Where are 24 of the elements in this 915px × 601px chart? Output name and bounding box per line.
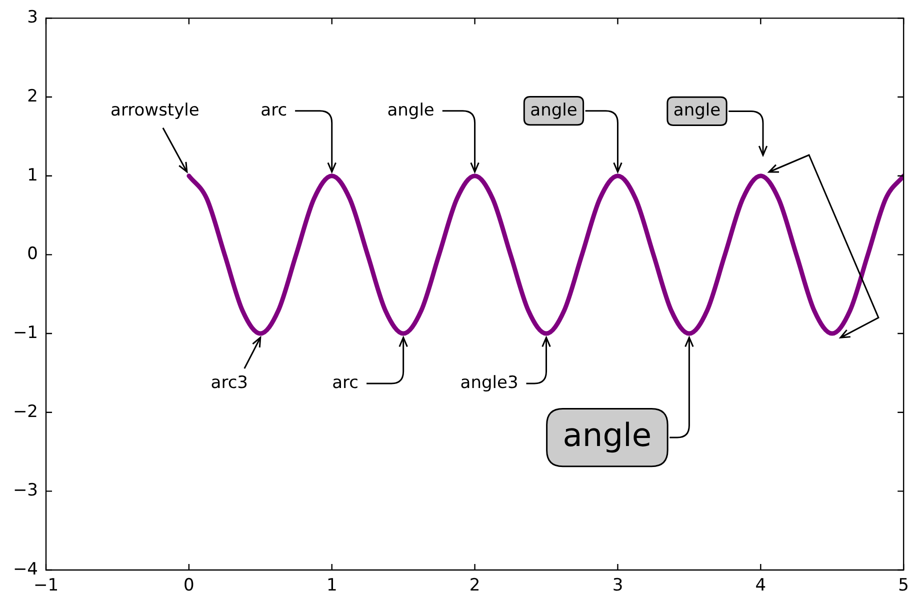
y-tick-label: 1 <box>27 165 38 186</box>
x-tick-label: 5 <box>898 576 910 596</box>
y-tick-label: −1 <box>12 322 38 343</box>
annotation: angle3 <box>460 372 518 393</box>
y-tick-label: −2 <box>12 402 38 422</box>
line-series <box>186 174 904 336</box>
annotation: arc <box>332 372 359 393</box>
annotation: angle <box>387 100 434 120</box>
x-tick-label: 3 <box>612 576 624 596</box>
annotation: arc3 <box>210 372 248 393</box>
y-tick-label: 2 <box>27 86 38 106</box>
y-tick-label: 0 <box>27 244 38 264</box>
x-tick-label: 1 <box>326 576 338 596</box>
annotation: angle <box>562 416 652 454</box>
y-tick-label: 3 <box>27 8 38 28</box>
annotation: angle <box>530 100 578 120</box>
y-tick-label: −3 <box>12 480 38 501</box>
annotation: arc <box>260 100 288 120</box>
x-tick-label: 2 <box>469 576 480 596</box>
annotation: arrowstyle <box>110 100 200 120</box>
y-tick-label: −4 <box>12 559 38 580</box>
x-tick-label: 0 <box>184 576 194 596</box>
annotation: angle <box>673 100 721 121</box>
x-tick-label: 4 <box>755 576 766 596</box>
